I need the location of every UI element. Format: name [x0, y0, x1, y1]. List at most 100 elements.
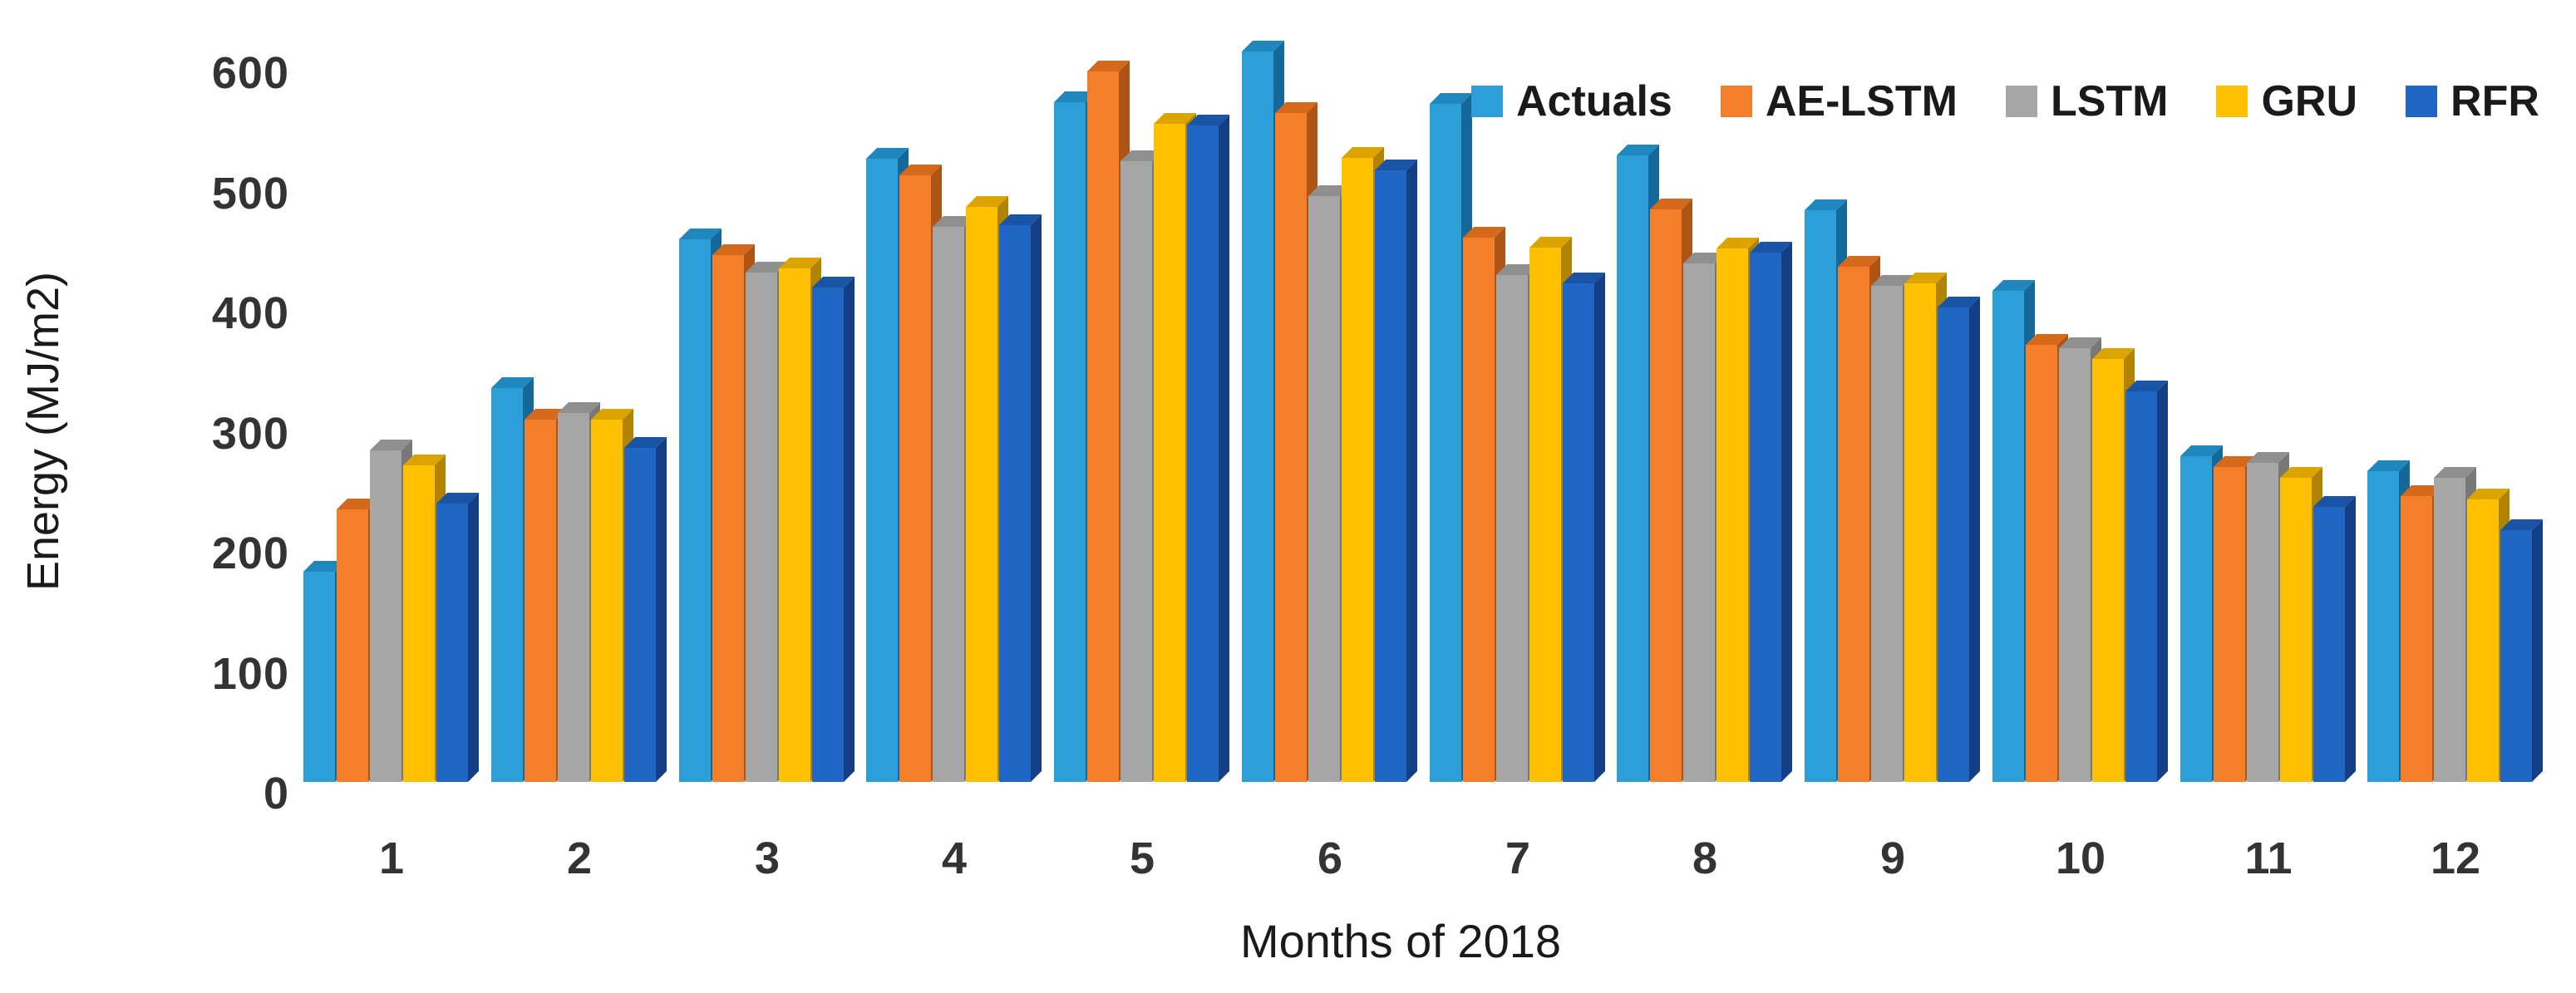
bar-Actuals-month-6: [1242, 52, 1273, 782]
bar-top-Actuals-m9: [1805, 199, 1847, 210]
bar-top-GRU-m12: [2467, 489, 2510, 499]
bar-top-RFR-m5: [1187, 115, 1229, 125]
x-tick-label-7: 7: [1505, 833, 1531, 883]
legend-swatch-RFR: [2406, 86, 2438, 117]
bar-AE-LSTM-month-9: [1838, 267, 1869, 782]
bar-RFR-month-12: [2500, 530, 2532, 782]
bar-RFR-month-8: [1750, 253, 1781, 782]
x-tick-label-8: 8: [1692, 833, 1718, 883]
bar-top-Actuals-m12: [2367, 460, 2410, 471]
bar-side-RFR-m6: [1406, 160, 1417, 782]
x-tick-label-5: 5: [1129, 833, 1155, 883]
bar-GRU-month-11: [2280, 478, 2312, 782]
bar-LSTM-month-7: [1496, 275, 1528, 782]
bar-RFR-month-2: [624, 448, 656, 782]
bar-top-AE-LSTM-m6: [1275, 102, 1318, 113]
bar-RFR-month-6: [1375, 170, 1406, 782]
bar-LSTM-month-10: [2059, 348, 2091, 782]
bar-top-Actuals-m10: [1992, 280, 2035, 291]
bar-top-AE-LSTM-m4: [899, 165, 942, 175]
legend-swatch-LSTM: [2005, 86, 2037, 117]
bar-top-LSTM-m11: [2247, 452, 2289, 463]
bar-top-RFR-m8: [1750, 242, 1792, 253]
bar-top-RFR-m10: [2125, 381, 2168, 391]
bar-top-AE-LSTM-m9: [1838, 256, 1880, 267]
legend-label-RFR: RFR: [2450, 77, 2539, 125]
x-tick-label-12: 12: [2430, 833, 2481, 883]
bar-RFR-month-10: [2125, 391, 2157, 782]
legend-item-Actuals: Actuals: [1471, 76, 1672, 126]
bar-RFR-month-4: [999, 225, 1031, 782]
bar-top-GRU-m8: [1717, 238, 1759, 248]
bar-top-RFR-m7: [1563, 273, 1605, 283]
y-tick-label-500: 500: [211, 168, 289, 219]
bar-GRU-month-12: [2467, 499, 2499, 782]
bar-AE-LSTM-month-5: [1087, 71, 1119, 782]
x-tick-label-9: 9: [1879, 833, 1906, 883]
bar-Actuals-month-2: [491, 388, 523, 782]
bar-LSTM-month-8: [1683, 263, 1715, 782]
x-tick-label-6: 6: [1317, 833, 1343, 883]
bar-top-LSTM-m10: [2059, 337, 2101, 348]
bar-Actuals-month-7: [1430, 104, 1461, 782]
x-tick-label-1: 1: [378, 833, 405, 883]
bar-top-AE-LSTM-m12: [2401, 485, 2443, 496]
bar-GRU-month-10: [2092, 359, 2124, 782]
y-tick-label-100: 100: [211, 648, 289, 699]
bar-top-GRU-m11: [2280, 467, 2322, 478]
bar-top-AE-LSTM-m1: [337, 499, 379, 509]
bar-top-GRU-m4: [966, 196, 1008, 207]
bar-Actuals-month-1: [303, 572, 335, 782]
y-tick-label-400: 400: [211, 288, 289, 338]
bar-top-LSTM-m8: [1683, 253, 1726, 263]
bar-GRU-month-2: [591, 420, 623, 782]
bar-LSTM-month-5: [1121, 161, 1152, 782]
bar-top-Actuals-m5: [1054, 91, 1096, 102]
bar-top-Actuals-m6: [1242, 41, 1284, 52]
legend-swatch-GRU: [2216, 86, 2248, 117]
bar-side-RFR-m10: [2157, 381, 2168, 782]
bar-AE-LSTM-month-3: [712, 255, 744, 782]
bar-top-Actuals-m11: [2180, 445, 2223, 456]
y-tick-label-200: 200: [211, 528, 289, 578]
bar-top-LSTM-m6: [1308, 185, 1351, 196]
legend-swatch-Actuals: [1471, 86, 1503, 117]
bar-side-RFR-m12: [2532, 519, 2543, 782]
bar-AE-LSTM-month-1: [337, 509, 368, 782]
y-axis-title: Energy (MJ/m2): [18, 271, 68, 592]
bar-LSTM-month-1: [370, 450, 401, 782]
bar-top-RFR-m12: [2500, 519, 2543, 530]
legend-item-RFR: RFR: [2406, 76, 2539, 126]
bar-top-AE-LSTM-m5: [1087, 61, 1130, 71]
x-tick-label-11: 11: [2244, 833, 2293, 883]
legend-label-GRU: GRU: [2261, 77, 2358, 125]
bar-Actuals-month-8: [1617, 155, 1648, 782]
bar-AE-LSTM-month-8: [1650, 209, 1682, 782]
bar-GRU-month-4: [966, 207, 997, 782]
bar-AE-LSTM-month-6: [1275, 113, 1307, 782]
bar-top-Actuals-m8: [1617, 145, 1659, 155]
bar-LSTM-month-6: [1308, 196, 1340, 782]
bar-top-LSTM-m7: [1496, 264, 1539, 275]
legend-label-LSTM: LSTM: [2050, 77, 2169, 125]
bar-top-RFR-m3: [812, 277, 855, 288]
bar-Actuals-month-12: [2367, 471, 2399, 782]
bar-LSTM-month-3: [746, 273, 777, 782]
bar-Actuals-month-9: [1805, 210, 1836, 782]
x-tick-label-3: 3: [754, 833, 781, 883]
legend-item-AE-LSTM: AE-LSTM: [1720, 76, 1958, 126]
bar-top-Actuals-m4: [866, 148, 909, 159]
bar-side-RFR-m9: [1969, 297, 1980, 782]
bar-top-AE-LSTM-m10: [2026, 334, 2068, 345]
legend-swatch-AE-LSTM: [1720, 86, 1752, 117]
bar-top-GRU-m9: [1904, 273, 1947, 283]
bar-AE-LSTM-month-10: [2026, 345, 2057, 782]
bar-GRU-month-8: [1717, 248, 1748, 782]
bar-top-AE-LSTM-m3: [712, 244, 755, 255]
bar-top-LSTM-m12: [2434, 467, 2476, 478]
bar-top-Actuals-m2: [491, 377, 534, 388]
x-tick-label-10: 10: [2055, 833, 2106, 883]
bar-GRU-month-9: [1904, 283, 1936, 782]
bar-AE-LSTM-month-11: [2214, 467, 2245, 782]
